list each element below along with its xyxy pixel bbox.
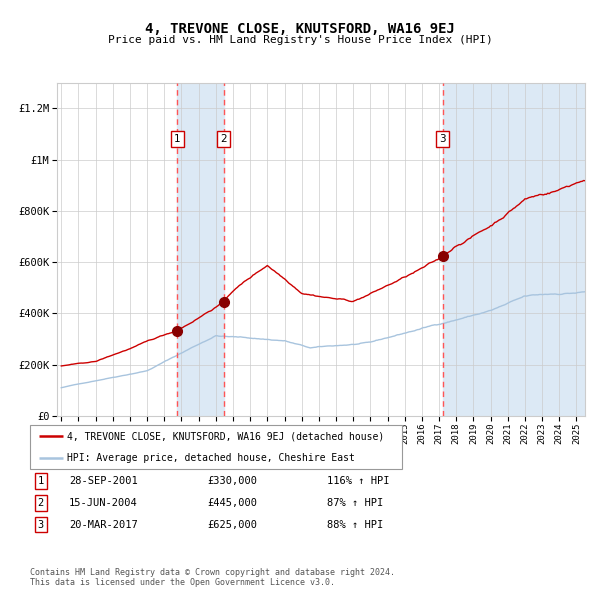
Bar [443,83,585,416]
Text: £625,000: £625,000 [207,520,257,529]
Text: 116% ↑ HPI: 116% ↑ HPI [327,476,389,486]
Text: 15-JUN-2004: 15-JUN-2004 [69,498,138,507]
Text: 3: 3 [440,134,446,144]
Text: 3: 3 [38,520,44,529]
Text: 2: 2 [38,498,44,507]
Text: 1: 1 [38,476,44,486]
Text: 88% ↑ HPI: 88% ↑ HPI [327,520,383,529]
Text: 87% ↑ HPI: 87% ↑ HPI [327,498,383,507]
Text: Price paid vs. HM Land Registry's House Price Index (HPI): Price paid vs. HM Land Registry's House … [107,35,493,45]
Text: £445,000: £445,000 [207,498,257,507]
Text: 2: 2 [220,134,227,144]
Text: 20-MAR-2017: 20-MAR-2017 [69,520,138,529]
Text: 28-SEP-2001: 28-SEP-2001 [69,476,138,486]
Text: 1: 1 [174,134,181,144]
Text: 4, TREVONE CLOSE, KNUTSFORD, WA16 9EJ: 4, TREVONE CLOSE, KNUTSFORD, WA16 9EJ [145,22,455,37]
Bar [177,83,224,416]
Text: HPI: Average price, detached house, Cheshire East: HPI: Average price, detached house, Ches… [67,453,355,463]
FancyBboxPatch shape [30,425,402,469]
Text: Contains HM Land Registry data © Crown copyright and database right 2024.
This d: Contains HM Land Registry data © Crown c… [30,568,395,587]
Text: £330,000: £330,000 [207,476,257,486]
Text: 4, TREVONE CLOSE, KNUTSFORD, WA16 9EJ (detached house): 4, TREVONE CLOSE, KNUTSFORD, WA16 9EJ (d… [67,431,385,441]
